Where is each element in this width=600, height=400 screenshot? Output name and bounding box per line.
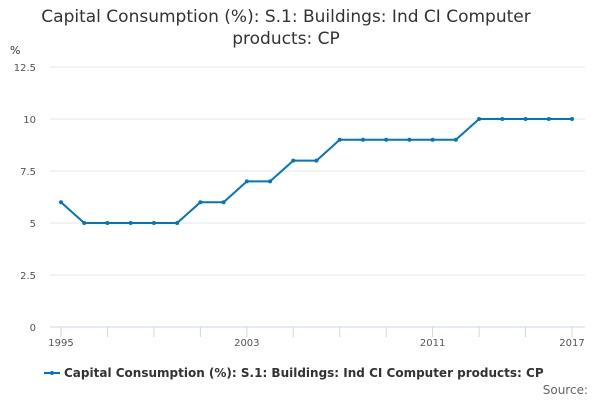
data-point xyxy=(360,137,365,142)
x-tick-label: 2003 xyxy=(234,338,259,349)
data-point xyxy=(268,179,273,184)
data-point xyxy=(570,117,574,121)
data-point xyxy=(175,221,180,225)
y-tick-label: 12.5 xyxy=(14,63,36,74)
y-tick-label: 0 xyxy=(30,323,36,334)
data-point xyxy=(477,117,482,121)
x-tick-label: 2011 xyxy=(420,338,445,349)
data-point xyxy=(59,200,63,205)
data-point xyxy=(198,200,203,205)
y-tick-label: 10 xyxy=(23,115,36,126)
y-tick-label: 2.5 xyxy=(20,271,36,282)
chart-title: Capital Consumption (%): S.1: Buildings:… xyxy=(41,7,531,49)
legend-item[interactable]: Capital Consumption (%): S.1: Buildings:… xyxy=(44,366,544,380)
data-point xyxy=(314,158,319,163)
data-point xyxy=(291,158,296,163)
x-tick-label: 1995 xyxy=(48,338,73,349)
data-point xyxy=(105,221,110,225)
data-point xyxy=(523,117,528,121)
data-point xyxy=(430,137,435,142)
data-point xyxy=(244,179,249,184)
x-tick-label: 2017 xyxy=(559,338,584,349)
data-point xyxy=(500,117,505,121)
data-point xyxy=(407,137,412,142)
data-point xyxy=(546,117,551,121)
y-axis-label: % xyxy=(10,44,21,57)
data-point xyxy=(453,137,458,142)
legend-line-icon xyxy=(44,370,60,375)
legend-label: Capital Consumption (%): S.1: Buildings:… xyxy=(64,366,544,380)
data-point xyxy=(384,137,389,142)
source-label: Source: xyxy=(542,383,588,397)
y-tick-label: 7.5 xyxy=(20,167,36,178)
data-point xyxy=(337,137,342,142)
data-point xyxy=(151,221,156,225)
data-point xyxy=(82,221,87,225)
data-point xyxy=(221,200,226,205)
data-point xyxy=(128,221,133,225)
y-tick-label: 5 xyxy=(30,219,36,230)
